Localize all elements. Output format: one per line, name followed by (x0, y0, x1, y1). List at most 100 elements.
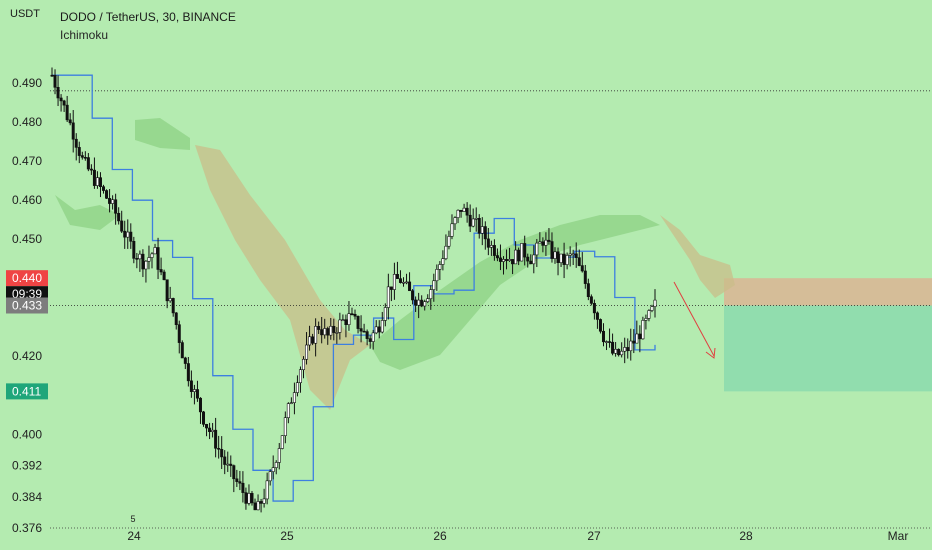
candle-body (529, 260, 533, 265)
candle-body (526, 256, 530, 262)
candle-body (632, 340, 636, 344)
candle-body (217, 447, 221, 450)
candle-body (317, 326, 321, 330)
cloud-segment (195, 145, 370, 410)
candle-body (611, 341, 615, 354)
cloud-segment (135, 118, 190, 150)
candle-body (311, 336, 315, 344)
candle-body (120, 220, 124, 232)
y-tick-label: 0.420 (12, 349, 42, 363)
y-axis-unit: USDT (10, 8, 40, 20)
candle-body (377, 326, 381, 333)
candle-body (392, 274, 396, 290)
candle-body (292, 392, 296, 403)
candle-body (520, 243, 524, 262)
x-minor-tick-label: 5 (130, 514, 135, 524)
symbol-title[interactable]: DODO / TetherUS, 30, BINANCE (60, 10, 236, 24)
candle-body (374, 326, 378, 334)
candle-body (483, 226, 487, 240)
candle-body (459, 209, 463, 212)
candle-body (95, 177, 99, 186)
candle-body (447, 236, 451, 247)
ichimoku-cloud (55, 118, 735, 410)
candle-body (162, 271, 166, 281)
candle-body (559, 253, 563, 263)
y-axis: 0.490 0.480 0.470 0.460 0.450 0.420 0.400 0.392… (12, 76, 42, 535)
candle-body (174, 312, 178, 325)
candle-body (486, 238, 490, 248)
candle-body (620, 350, 624, 356)
candle-body (171, 298, 175, 314)
candle-body (498, 257, 502, 262)
candle-body (626, 347, 630, 352)
candle-body (147, 257, 151, 262)
candle-body (583, 270, 587, 284)
candle-body (62, 100, 66, 106)
candle-body (614, 348, 618, 354)
candle-body (238, 481, 242, 484)
candle-body (68, 119, 72, 124)
candle-body (383, 307, 387, 321)
x-tick-label: Mar (888, 529, 909, 543)
candle-body (562, 253, 566, 265)
candle-body (435, 269, 439, 282)
candle-body (623, 347, 627, 352)
arrow-head (705, 347, 716, 359)
candle-body (223, 456, 227, 465)
y-tick-label: 0.450 (12, 232, 42, 246)
candle-body (114, 199, 118, 214)
candle-body (226, 463, 230, 466)
candle-body (541, 241, 545, 246)
candle-body (189, 380, 193, 392)
candle-body (235, 478, 239, 482)
candle-body (77, 147, 81, 156)
stop-loss-zone (724, 278, 932, 306)
candle-body (426, 298, 430, 302)
candle-body (56, 86, 60, 99)
candle-body (468, 214, 472, 227)
candle-body (138, 253, 142, 260)
candle-body (608, 341, 612, 343)
candle-body (332, 325, 336, 333)
candle-body (205, 424, 209, 429)
candle-body (280, 435, 284, 449)
candle-body (505, 259, 509, 261)
candle-body (398, 278, 402, 283)
candle-body (302, 358, 306, 370)
candle-body (362, 330, 366, 333)
candle-body (514, 249, 518, 265)
candle-body (153, 247, 157, 255)
y-tick-label: 0.470 (12, 154, 42, 168)
candle-body (371, 332, 375, 342)
candle-body (341, 319, 345, 321)
x-tick-label: 26 (433, 529, 447, 543)
candle-body (517, 249, 521, 262)
candle-body (356, 315, 360, 329)
candle-body (192, 389, 196, 392)
horizontal-levels (50, 90, 932, 529)
indicator-label[interactable]: Ichimoku (60, 28, 109, 42)
candle-body (247, 493, 251, 504)
candle-body (108, 198, 112, 204)
candle-body (586, 283, 590, 298)
candle-body (135, 258, 139, 260)
candle-body (159, 269, 163, 273)
candle-body (256, 501, 260, 511)
candle-body (283, 417, 287, 436)
candle-body (429, 289, 433, 299)
candle-body (592, 303, 596, 314)
candle-body (220, 449, 224, 458)
chart-header: DODO / TetherUS, 30, BINANCE Ichimoku (60, 8, 236, 44)
candle-body (229, 463, 233, 466)
candle-body (492, 245, 496, 256)
forecast-arrow (673, 281, 716, 359)
x-tick-label: 28 (739, 529, 753, 543)
candle-body (408, 281, 412, 292)
position-zones (724, 278, 932, 392)
x-axis: 24 25 26 27 28 Mar 5 (127, 514, 908, 543)
candle-body (414, 299, 418, 306)
candle-body (214, 429, 218, 449)
candle-body (480, 226, 484, 234)
candle-body (80, 155, 84, 158)
